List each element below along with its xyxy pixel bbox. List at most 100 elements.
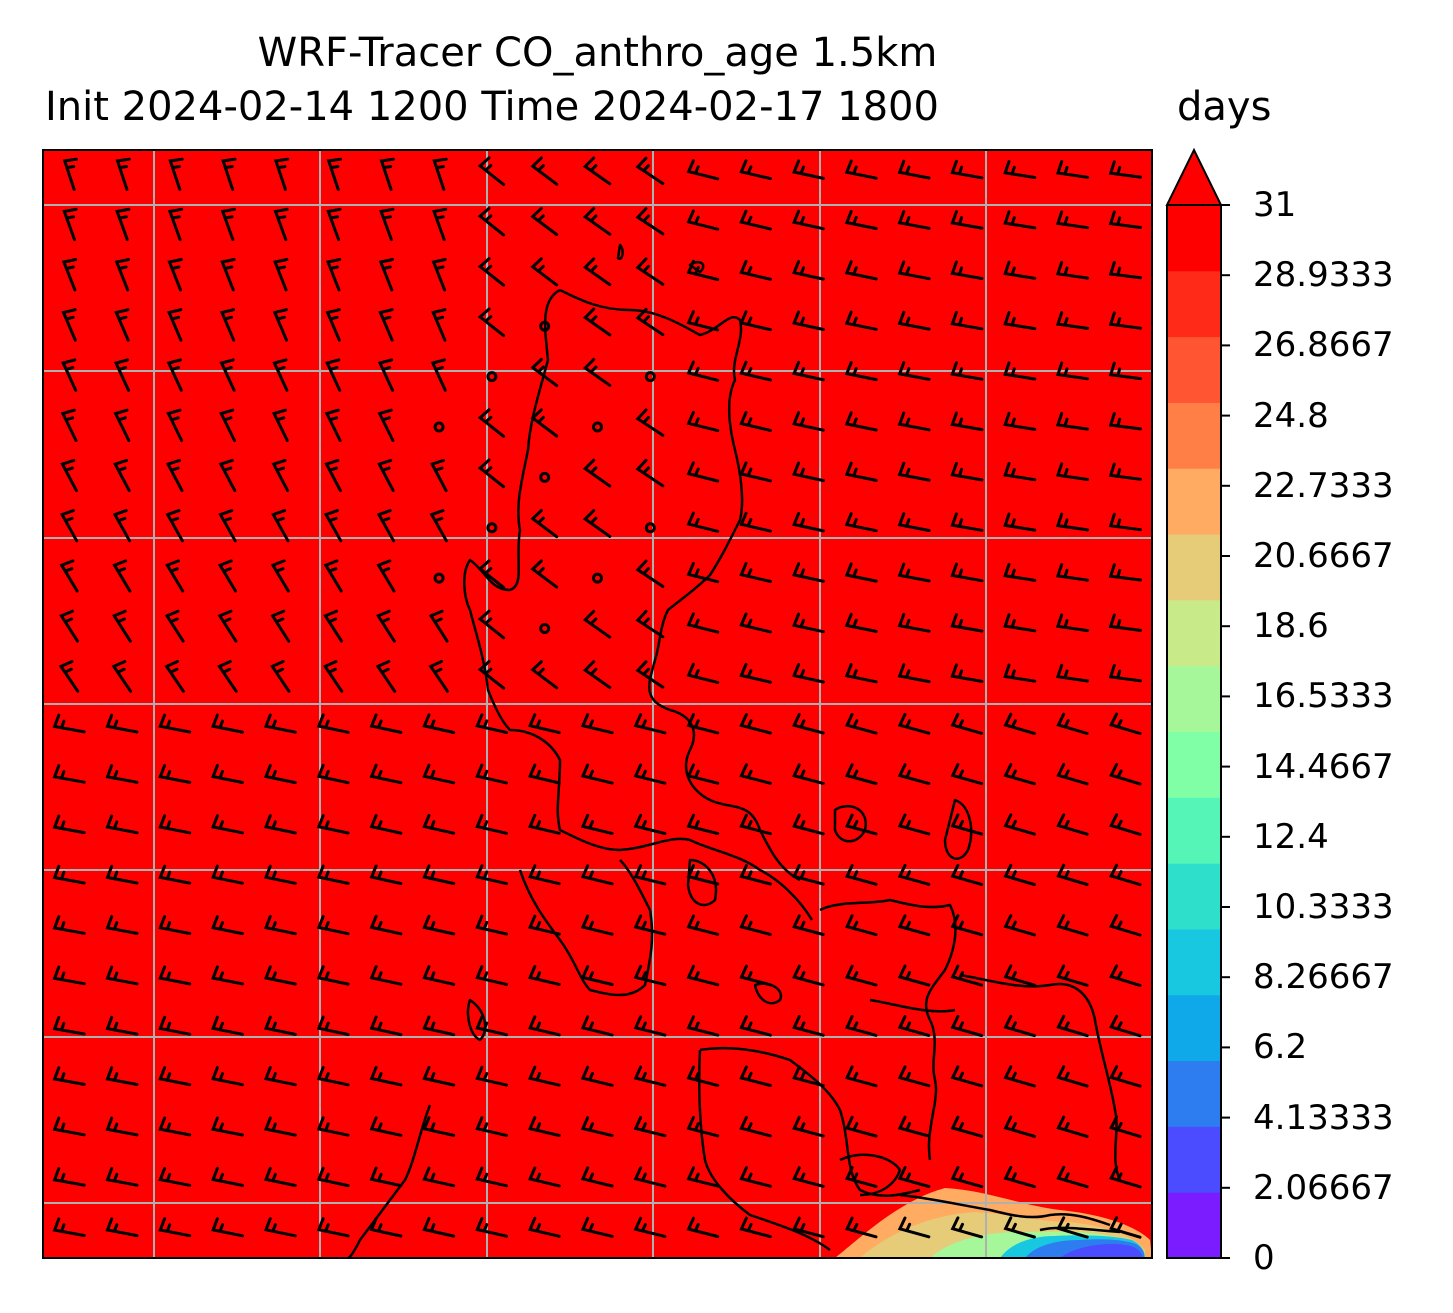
wind-barb — [528, 713, 561, 735]
wind-barb — [739, 360, 772, 382]
wind-barb — [422, 1116, 456, 1137]
wind-barb — [166, 358, 183, 392]
wind-barb — [379, 157, 395, 191]
wind-barb — [211, 1166, 244, 1187]
wind-barb — [1055, 361, 1090, 381]
wind-barb — [323, 609, 343, 643]
wind-barb — [59, 509, 79, 543]
wind-barb — [105, 915, 139, 935]
wind-barb — [792, 864, 825, 886]
wind-barb — [211, 763, 244, 784]
wind-barb — [580, 713, 614, 735]
wind-barb — [58, 660, 80, 693]
wind-barb — [739, 159, 772, 181]
wind-barb — [792, 360, 825, 382]
wind-barb — [739, 461, 772, 483]
wind-barb — [792, 964, 825, 987]
wind-barb — [375, 660, 397, 693]
wind-barb — [369, 1217, 403, 1238]
wind-barb — [844, 763, 878, 785]
wind-barb — [897, 512, 931, 532]
wind-barb — [1003, 1115, 1036, 1138]
wind-barb — [1109, 1216, 1142, 1239]
wind-barb — [1108, 412, 1142, 431]
wind-barb — [422, 814, 456, 835]
wind-barb — [220, 258, 236, 292]
wind-barb — [211, 1217, 244, 1238]
wind-barb — [158, 1217, 192, 1238]
colorbar-tick-label: 2.06667 — [1253, 1167, 1394, 1208]
wind-barb — [52, 965, 86, 986]
wind-barb — [1108, 361, 1142, 381]
colorbar-segment — [1167, 863, 1221, 930]
wind-barb — [1109, 1065, 1142, 1088]
wind-barb — [158, 1015, 192, 1036]
wind-barb — [369, 1015, 403, 1037]
wind-barb — [217, 559, 237, 593]
wind-barb — [1003, 914, 1036, 937]
wind-barb — [739, 411, 772, 432]
colorbar-segment — [1167, 402, 1221, 469]
wind-barb — [1055, 512, 1090, 532]
wind-barb — [1056, 1115, 1089, 1138]
wind-barb — [164, 609, 185, 643]
calm-wind-marker — [592, 572, 603, 584]
wind-barb — [897, 712, 931, 735]
wind-barb — [52, 1116, 86, 1137]
colorbar-extend-arrow — [1165, 147, 1223, 206]
colorbar-tick-label: 8.26667 — [1253, 957, 1394, 998]
wind-barb — [316, 864, 350, 885]
wind-barb — [633, 813, 667, 835]
wind-barb — [1003, 562, 1037, 582]
wind-barb — [739, 1166, 772, 1188]
wind-barb — [1109, 712, 1142, 735]
wind-barb — [316, 1166, 350, 1188]
calm-wind-marker — [539, 320, 551, 332]
colorbar-tick-label: 16.5333 — [1253, 676, 1394, 717]
wind-barb — [582, 156, 612, 186]
colorbar-tick-label: 4.13333 — [1253, 1097, 1394, 1138]
colorbar-segment — [1167, 336, 1221, 403]
wind-barb — [1003, 411, 1037, 431]
wind-barb — [316, 1217, 350, 1238]
colorbar-segment — [1167, 994, 1221, 1062]
wind-barb — [1003, 663, 1037, 683]
wind-barb — [739, 964, 772, 987]
wind-barb — [686, 612, 720, 634]
wind-barb — [633, 864, 667, 886]
wind-barb — [897, 1216, 931, 1239]
wind-barb — [316, 814, 350, 835]
wind-barb — [1003, 964, 1036, 987]
wind-barb — [897, 411, 931, 432]
wind-barb — [530, 408, 559, 438]
wind-barb — [475, 763, 508, 785]
wind-barb — [792, 712, 825, 735]
wind-barb — [844, 1115, 878, 1138]
wind-barb — [369, 1065, 403, 1087]
wind-barb — [844, 964, 878, 987]
wind-barb — [158, 864, 192, 885]
wind-barb — [219, 358, 236, 392]
wind-barb — [111, 609, 132, 643]
wind-barb — [114, 258, 130, 292]
calm-wind-marker — [644, 522, 656, 534]
wind-barb — [263, 965, 297, 986]
wind-barb — [263, 1015, 297, 1036]
wind-barb — [635, 257, 665, 286]
wind-barb — [220, 207, 236, 242]
wind-barb — [897, 159, 931, 180]
colorbar-tick-label: 22.7333 — [1253, 465, 1394, 506]
wind-barb — [530, 357, 559, 388]
wind-barb — [422, 1065, 456, 1087]
wind-barb — [686, 864, 720, 886]
wind-barb — [792, 813, 825, 836]
wind-barb — [323, 559, 343, 593]
wind-barb — [528, 1065, 561, 1087]
wind-barb — [844, 813, 878, 836]
wind-barb — [475, 1015, 508, 1037]
wind-barb — [429, 458, 448, 493]
wind-barb — [105, 1217, 139, 1238]
wind-barb — [897, 461, 931, 482]
wind-barb — [263, 1217, 297, 1238]
wind-barb — [273, 157, 290, 191]
